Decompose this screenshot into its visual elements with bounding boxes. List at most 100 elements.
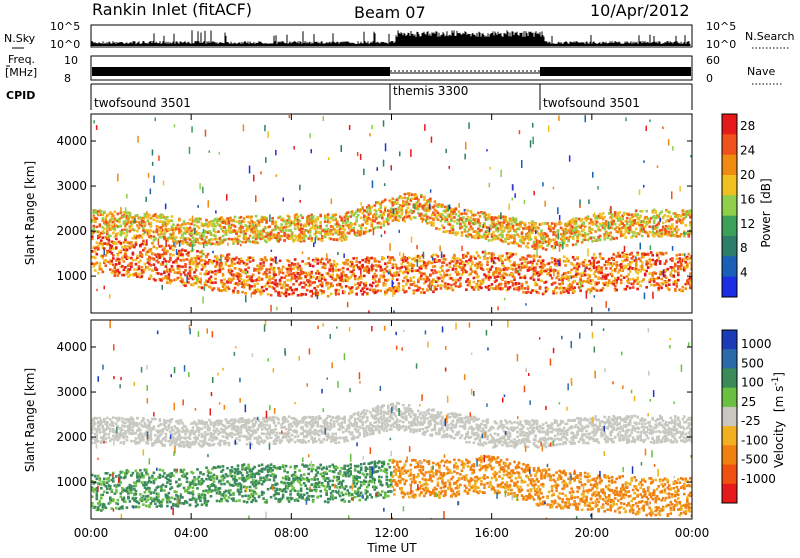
echo-cell — [572, 256, 575, 259]
echo-cell — [570, 232, 573, 235]
echo-cell — [555, 286, 558, 289]
echo-cell — [671, 191, 673, 199]
echo-cell — [629, 270, 632, 273]
echo-cell — [391, 165, 393, 170]
freq-unit: [MHz] — [5, 66, 37, 79]
echo-cell — [291, 276, 294, 279]
echo-cell — [486, 149, 488, 151]
echo-cell — [309, 264, 312, 267]
echo-cell — [473, 281, 476, 284]
echo-cell — [531, 276, 534, 279]
echo-cell — [646, 126, 648, 131]
echo-cell — [455, 281, 458, 284]
echo-cell — [112, 214, 115, 217]
echo-cell — [135, 243, 138, 246]
echo-cell — [617, 214, 620, 217]
echo-cell — [500, 283, 503, 286]
echo-cell — [654, 272, 657, 275]
echo-cell — [297, 262, 300, 265]
echo-cell — [392, 263, 395, 266]
echo-cell — [201, 250, 203, 258]
nsky-tick-top: 10^5 — [50, 20, 80, 33]
echo-cell — [679, 219, 682, 222]
echo-cell — [380, 226, 383, 229]
echo-cell — [399, 270, 402, 273]
echo-cell — [253, 175, 255, 182]
echo-cell — [193, 243, 196, 246]
echo-cell — [213, 287, 216, 290]
echo-cell — [411, 193, 414, 196]
echo-cell — [198, 262, 201, 265]
echo-cell — [100, 239, 103, 242]
echo-cell — [504, 298, 506, 301]
echo-cell — [476, 273, 479, 276]
echo-cell — [455, 265, 458, 268]
echo-cell — [96, 253, 99, 256]
echo-cell — [416, 245, 418, 249]
echo-cell — [377, 284, 380, 287]
echo-cell — [584, 259, 587, 262]
echo-cell — [644, 225, 647, 228]
echo-cell — [180, 237, 183, 240]
echo-cell — [506, 274, 509, 277]
echo-cell — [211, 238, 214, 241]
echo-cell — [402, 288, 405, 291]
echo-cell — [522, 242, 525, 245]
echo-cell — [383, 220, 386, 223]
echo-cell — [683, 269, 686, 272]
echo-cell — [395, 274, 398, 277]
echo-cell — [549, 274, 552, 277]
echo-cell — [452, 232, 455, 235]
echo-cell — [473, 288, 476, 291]
echo-cell — [559, 245, 561, 252]
echo-cell — [241, 241, 244, 244]
echo-cell — [219, 225, 222, 228]
echo-cell — [677, 268, 680, 271]
echo-cell — [519, 130, 521, 134]
echo-cell — [165, 240, 167, 247]
echo-cell — [375, 269, 378, 272]
echo-cell — [521, 160, 523, 168]
echo-cell — [337, 289, 340, 292]
echo-cell — [328, 259, 331, 262]
echo-cell — [377, 167, 379, 171]
echo-cell — [253, 285, 256, 288]
echo-cell — [171, 220, 174, 223]
echo-cell — [372, 275, 375, 278]
echo-cell — [274, 290, 277, 293]
nsky-tick-bottom: 10^0 — [50, 38, 80, 51]
echo-cell — [549, 266, 552, 269]
echo-cell — [569, 235, 572, 238]
echo-cell — [500, 269, 503, 272]
echo-cell — [549, 240, 552, 243]
echo-cell — [417, 200, 420, 203]
echo-cell — [453, 258, 456, 261]
echo-cell — [587, 215, 590, 218]
echo-cell — [594, 257, 597, 260]
echo-cell — [106, 230, 109, 233]
echo-cell — [429, 217, 432, 220]
echo-cell — [311, 149, 313, 153]
echo-cell — [593, 253, 596, 256]
echo-cell — [203, 244, 205, 248]
echo-cell — [689, 224, 692, 227]
echo-cell — [426, 222, 429, 225]
echo-cell — [96, 241, 99, 244]
echo-cell — [624, 230, 627, 233]
echo-cell — [286, 284, 289, 287]
echo-cell — [94, 269, 97, 272]
echo-cell — [411, 270, 414, 273]
echo-cell — [283, 286, 286, 289]
echo-cell — [156, 268, 159, 271]
echo-cell — [123, 260, 126, 263]
echo-cell — [656, 226, 659, 229]
echo-cell — [546, 235, 549, 238]
echo-cell — [506, 252, 509, 255]
echo-cell — [374, 278, 377, 281]
echo-cell — [532, 137, 534, 145]
echo-cell — [557, 207, 559, 214]
echo-cell — [423, 291, 426, 294]
echo-cell — [138, 273, 141, 276]
echo-cell — [229, 217, 232, 220]
echo-cell — [360, 202, 362, 206]
